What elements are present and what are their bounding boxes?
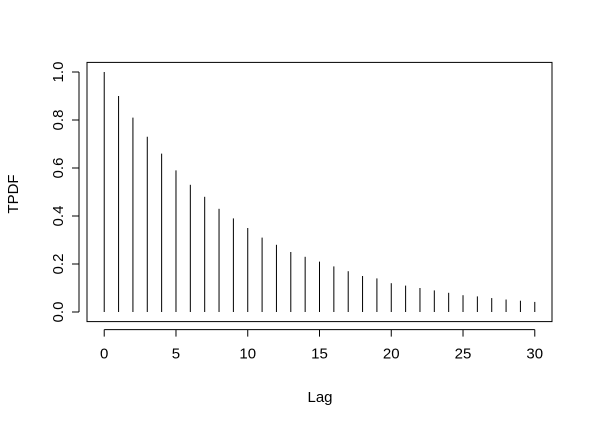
x-tick-label: 15: [311, 346, 328, 363]
y-tick-label: 0.2: [50, 254, 67, 275]
x-tick-label: 20: [383, 346, 400, 363]
x-tick-label: 30: [526, 346, 543, 363]
y-tick-label: 0.0: [50, 302, 67, 323]
plot-frame: [86, 61, 553, 323]
y-tick-label: 1.0: [50, 62, 67, 83]
y-tick-label: 0.6: [50, 158, 67, 179]
y-tick-label: 0.8: [50, 110, 67, 131]
x-axis-label: Lag: [307, 389, 332, 406]
x-tick-label: 10: [239, 346, 256, 363]
y-tick-label: 0.4: [50, 206, 67, 227]
x-tick-label: 5: [172, 346, 180, 363]
y-axis-label: TPDF: [5, 174, 22, 213]
x-tick-label: 25: [455, 346, 472, 363]
x-tick-label: 0: [100, 346, 108, 363]
